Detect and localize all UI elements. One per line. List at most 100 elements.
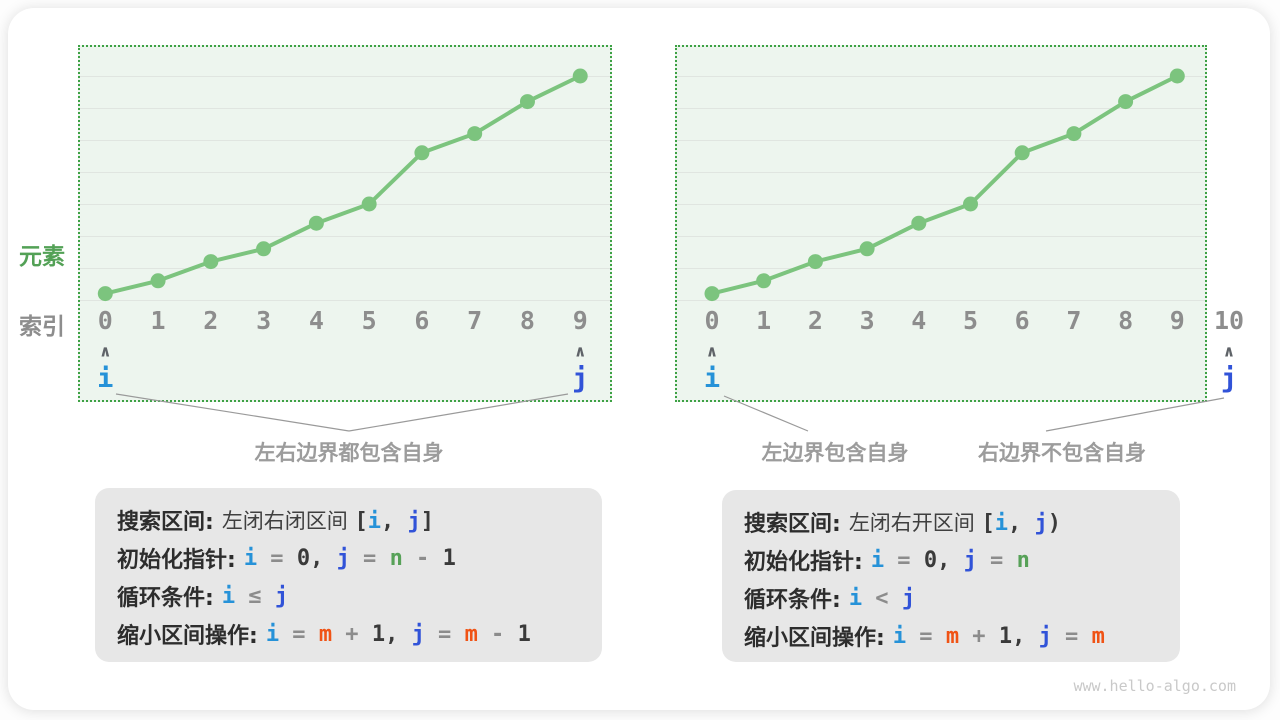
code-part: i bbox=[265, 621, 280, 647]
code-part: j bbox=[901, 585, 916, 611]
index-label: 0 bbox=[704, 306, 720, 335]
code-part: j bbox=[963, 547, 977, 573]
gridline bbox=[80, 140, 610, 141]
gridline bbox=[80, 172, 610, 173]
pointer-i-label: i bbox=[97, 363, 114, 394]
code-part: 0 bbox=[923, 547, 938, 573]
code-part: = bbox=[279, 621, 319, 647]
code-part: j bbox=[1034, 511, 1048, 536]
index-label: 4 bbox=[308, 306, 324, 335]
code-part: 0 bbox=[296, 545, 311, 571]
code-part: [ bbox=[354, 509, 368, 534]
watermark: www.hello-algo.com bbox=[1073, 677, 1236, 695]
code-part: , bbox=[310, 545, 337, 571]
info-row: 搜索区间: 左闭右开区间 [i, j) bbox=[744, 503, 1170, 541]
y-axis-label: 元素 bbox=[19, 244, 65, 270]
code-part: j bbox=[411, 621, 425, 647]
code-part: = bbox=[257, 545, 297, 571]
code-part: [ bbox=[981, 511, 995, 536]
info-row-label: 初始化指针: bbox=[117, 548, 236, 573]
info-row-label: 循环条件: bbox=[744, 588, 841, 613]
info-row-code: i = 0, j = n bbox=[871, 548, 1030, 573]
info-row-code: 左闭右闭区间 [i, j] bbox=[222, 505, 434, 535]
index-label: 8 bbox=[1118, 306, 1134, 335]
code-part: 左闭右开区间 bbox=[848, 511, 982, 535]
code-part: , bbox=[1008, 511, 1035, 536]
code-part: - bbox=[477, 621, 518, 647]
index-label: 9 bbox=[572, 306, 588, 335]
pointer-j-label: j bbox=[1220, 363, 1238, 394]
gridline bbox=[677, 204, 1205, 205]
code-part: i bbox=[367, 509, 381, 534]
info-row-code: i ≤ j bbox=[222, 584, 288, 609]
code-part: 左闭右闭区间 bbox=[221, 509, 355, 533]
gridline bbox=[677, 236, 1205, 237]
info-box: 搜索区间: 左闭右开区间 [i, j) 初始化指针: i = 0, j = n 循环条件… bbox=[722, 490, 1180, 662]
array-range-box bbox=[675, 45, 1207, 402]
code-part: i bbox=[848, 585, 863, 611]
info-box: 搜索区间: 左闭右闭区间 [i, j] 初始化指针: i = 0, j = n - 1… bbox=[95, 488, 602, 662]
code-part: = bbox=[906, 623, 946, 649]
code-part: + bbox=[332, 621, 372, 647]
info-row-label: 缩小区间操作: bbox=[744, 626, 885, 651]
gridline bbox=[80, 300, 610, 301]
index-label: 0 bbox=[97, 306, 113, 335]
caret-up-icon: ∧ bbox=[1222, 341, 1236, 361]
index-label: 2 bbox=[807, 306, 823, 335]
code-part: i bbox=[870, 547, 885, 573]
code-part: i bbox=[892, 623, 907, 649]
gridline bbox=[677, 172, 1205, 173]
caret-up-icon: ∧ bbox=[574, 341, 587, 361]
index-label: 1 bbox=[150, 306, 166, 335]
index-label: 3 bbox=[256, 306, 272, 335]
gridline bbox=[80, 204, 610, 205]
index-label: 8 bbox=[519, 306, 535, 335]
x-axis-label: 索引 bbox=[19, 314, 65, 340]
index-label: 2 bbox=[203, 306, 219, 335]
info-row-code: 左闭右开区间 [i, j) bbox=[849, 507, 1061, 537]
info-row-label: 搜索区间: bbox=[117, 510, 214, 535]
code-part: j bbox=[274, 583, 289, 609]
gridline bbox=[677, 300, 1205, 301]
info-row-code: i = m + 1, j = m - 1 bbox=[266, 622, 531, 647]
caret-up-icon: ∧ bbox=[705, 341, 719, 361]
boundary-caption: 右边界不包含自身 bbox=[978, 441, 1146, 465]
code-part: , bbox=[385, 621, 412, 647]
gridline bbox=[80, 76, 610, 77]
code-part: i bbox=[243, 545, 258, 571]
index-label: 7 bbox=[467, 306, 483, 335]
info-row: 初始化指针: i = 0, j = n bbox=[744, 541, 1170, 579]
gridline bbox=[677, 140, 1205, 141]
code-part: = bbox=[349, 545, 390, 571]
code-part: 1 bbox=[998, 623, 1013, 649]
pointer-j-label: j bbox=[572, 363, 589, 394]
gridline bbox=[677, 108, 1205, 109]
info-row-label: 初始化指针: bbox=[744, 550, 863, 575]
index-label: 1 bbox=[756, 306, 772, 335]
pointer-i-label: i bbox=[703, 363, 721, 394]
index-label: 9 bbox=[1169, 306, 1185, 335]
code-part: 1 bbox=[517, 621, 531, 647]
code-part: ) bbox=[1047, 511, 1061, 536]
index-label: 6 bbox=[1014, 306, 1030, 335]
info-row: 缩小区间操作: i = m + 1, j = m bbox=[744, 617, 1170, 655]
info-row-code: i = 0, j = n - 1 bbox=[244, 546, 456, 571]
code-part: , bbox=[381, 509, 408, 534]
info-row-label: 循环条件: bbox=[117, 586, 214, 611]
code-part: m bbox=[318, 621, 333, 647]
info-row: 初始化指针: i = 0, j = n - 1 bbox=[117, 539, 592, 577]
info-row: 循环条件: i ≤ j bbox=[117, 577, 592, 615]
code-part: ] bbox=[420, 509, 434, 534]
gridline bbox=[677, 268, 1205, 269]
code-part: = bbox=[424, 621, 465, 647]
info-row-code: i = m + 1, j = m bbox=[893, 624, 1105, 649]
index-label: 6 bbox=[414, 306, 430, 335]
code-part: i bbox=[994, 511, 1008, 536]
caption-connector-line bbox=[1045, 397, 1225, 432]
gridline bbox=[80, 268, 610, 269]
boundary-caption: 左边界包含自身 bbox=[761, 441, 909, 465]
code-part: m bbox=[945, 623, 960, 649]
index-label: 4 bbox=[911, 306, 927, 335]
index-label: 5 bbox=[962, 306, 979, 335]
code-part: n bbox=[389, 545, 403, 571]
